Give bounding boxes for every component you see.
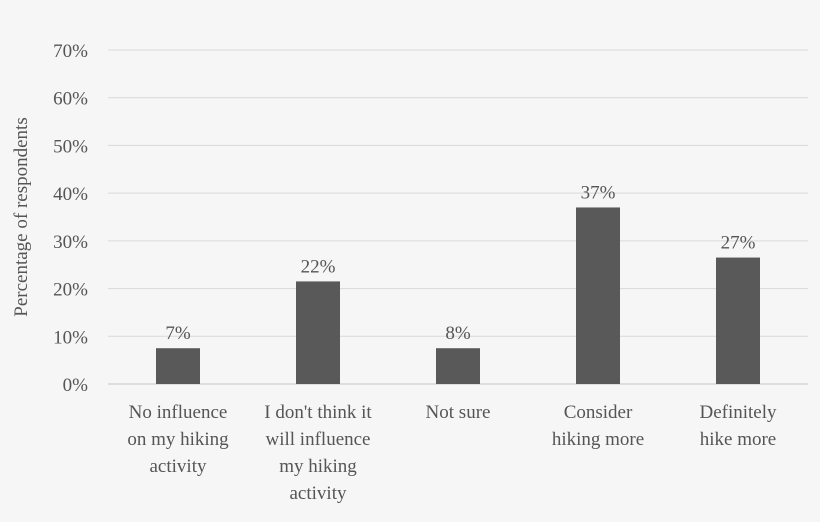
category-label-line: Consider (564, 402, 633, 423)
data-label: 22% (301, 256, 336, 277)
category-label: I don't think it will influence my hiking a… (264, 402, 372, 504)
data-labels: 7% 22% 8% 37% 27% (165, 182, 755, 344)
category-label: Consider hiking more (552, 402, 644, 450)
y-tick-label: 50% (53, 136, 88, 157)
gridlines (108, 49, 808, 385)
bar (576, 207, 620, 384)
category-label-line: activity (150, 456, 207, 477)
y-tick-label: 30% (53, 232, 88, 253)
category-label: No influence on my hiking activity (127, 402, 229, 477)
category-label-line: Definitely (699, 402, 777, 423)
y-tick-label: 0% (63, 375, 89, 396)
bars (156, 207, 760, 384)
y-axis-title: Percentage of respondents (11, 117, 32, 316)
y-tick-label: 20% (53, 280, 88, 301)
data-label: 27% (721, 233, 756, 254)
data-label: 8% (445, 323, 471, 344)
category-label-line: my hiking (279, 456, 357, 477)
bar (436, 348, 480, 384)
category-label-line: I don't think it (264, 402, 372, 423)
category-label-line: hike more (700, 429, 777, 450)
data-label: 37% (581, 182, 616, 203)
data-label: 7% (165, 323, 191, 344)
category-label: Definitely hike more (699, 402, 777, 450)
category-label-line: activity (290, 483, 347, 504)
category-label-line: on my hiking (127, 429, 229, 450)
y-tick-label: 10% (53, 327, 88, 348)
category-label-line: will influence (266, 429, 371, 450)
y-tick-label: 40% (53, 184, 88, 205)
bar (156, 348, 200, 384)
y-tick-label: 60% (53, 89, 88, 110)
category-label-line: hiking more (552, 429, 644, 450)
bar (296, 281, 340, 384)
bar (716, 257, 760, 384)
category-label-line: No influence (129, 402, 228, 423)
y-tick-label: 70% (53, 41, 88, 62)
y-axis-ticks: 0% 10% 20% 30% 40% 50% 60% 70% (53, 41, 88, 396)
category-label-line: Not sure (426, 402, 491, 423)
category-label: Not sure (426, 402, 491, 423)
